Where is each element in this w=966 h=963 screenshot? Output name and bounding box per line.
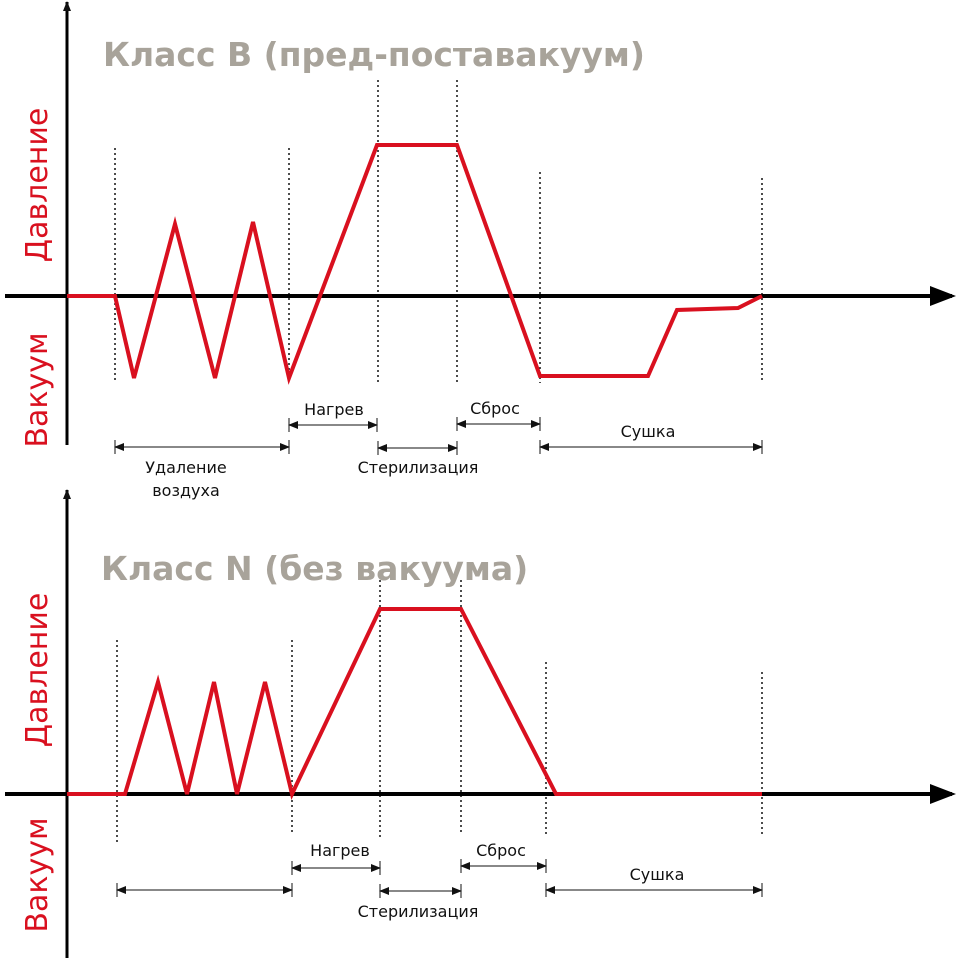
class-b-diagram: Класс B (пред-поставакуум) Давление Ваку…: [5, 1, 956, 500]
class-b-drying-label: Сушка: [621, 422, 676, 441]
class-n-diagram: Класс N (без вакуума) Давление Вакуум: [5, 489, 956, 958]
class-n-pressure-label: Давление: [20, 593, 55, 748]
class-b-dimension-lines: [114, 417, 763, 455]
class-b-heating-label: Нагрев: [304, 400, 364, 419]
class-n-x-axis-arrow: [930, 784, 956, 804]
class-b-release-label: Сброс: [470, 399, 520, 418]
class-b-pressure-curve: [67, 143, 763, 385]
class-b-sterilization-label: Стерилизация: [358, 458, 479, 477]
class-b-vacuum-label: Вакуум: [20, 332, 55, 447]
class-b-x-axis-arrow: [930, 286, 956, 306]
class-b-title: Класс B (пред-поставакуум): [103, 35, 645, 74]
class-n-heating-label: Нагрев: [310, 841, 370, 860]
class-n-pressure-curve: [67, 607, 762, 800]
class-n-sterilization-label: Стерилизация: [358, 902, 479, 921]
class-b-air-removal-label-2: воздуха: [152, 481, 220, 500]
class-n-phase-dividers: [116, 580, 763, 845]
class-n-vacuum-label: Вакуум: [20, 817, 55, 932]
class-n-drying-label: Сушка: [630, 865, 685, 884]
class-n-title: Класс N (без вакуума): [101, 549, 528, 588]
class-b-air-removal-label-1: Удаление: [145, 458, 226, 477]
class-b-phase-dividers: [114, 80, 763, 383]
class-b-pressure-label: Давление: [20, 108, 55, 263]
class-n-dimension-lines: [116, 859, 763, 898]
class-n-release-label: Сброс: [476, 841, 526, 860]
